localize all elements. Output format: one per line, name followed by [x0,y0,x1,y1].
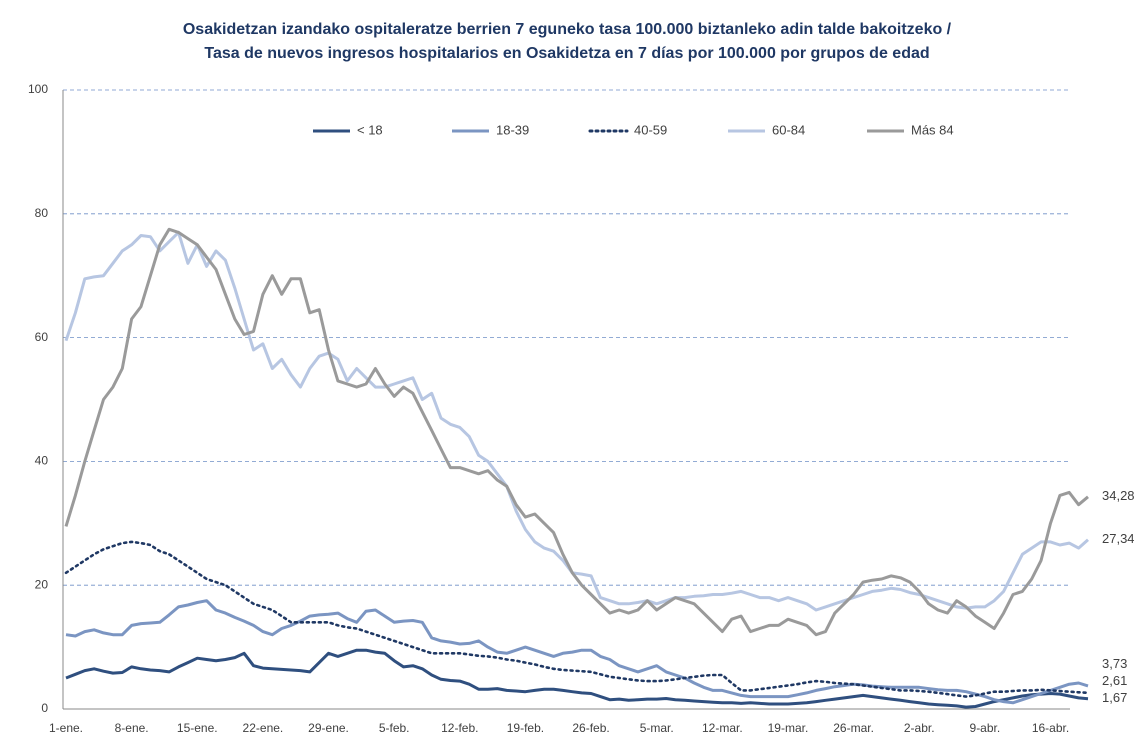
x-tick-label: 26-feb. [572,721,609,735]
end-label: 34,28 [1102,488,1134,503]
x-tick-label: 29-ene. [308,721,349,735]
legend-label: 60-84 [772,122,805,137]
y-tick-label: 0 [41,701,48,715]
end-label: 3,73 [1102,656,1127,671]
x-tick-label: 19-feb. [507,721,544,735]
y-tick-label: 40 [35,454,49,468]
end-label: 1,67 [1102,690,1127,705]
end-label: 2,61 [1102,673,1127,688]
x-tick-label: 9-abr. [970,721,1001,735]
series-line [64,540,1090,698]
x-tick-label: 2-abr. [904,721,935,735]
legend-label: < 18 [357,122,383,137]
series-line [64,227,1089,637]
y-tick-label: 20 [35,577,49,591]
y-tick-label: 100 [28,82,48,96]
x-tick-label: 1-ene. [49,721,83,735]
x-tick-label: 22-ene. [243,721,284,735]
x-tick-label: 16-abr. [1032,721,1069,735]
y-tick-label: 60 [35,330,49,344]
x-tick-label: 19-mar. [768,721,809,735]
legend-label: 18-39 [496,122,529,137]
chart-title: Tasa de nuevos ingresos hospitalarios en… [204,45,929,62]
series-line [65,599,1089,705]
legend-label: 40-59 [634,122,667,137]
x-tick-label: 5-mar. [640,721,674,735]
y-tick-label: 80 [35,206,49,220]
x-tick-label: 15-ene. [177,721,218,735]
end-label: 27,34 [1102,531,1134,546]
series-line [64,230,1089,612]
x-tick-label: 12-feb. [441,721,478,735]
x-tick-label: 12-mar. [702,721,743,735]
legend-label: Más 84 [911,122,954,137]
series-line [65,648,1089,709]
x-tick-label: 26-mar. [833,721,874,735]
x-tick-label: 8-ene. [115,721,149,735]
x-tick-label: 5-feb. [379,721,410,735]
chart-title: Osakidetzan izandako ospitaleratze berri… [183,21,952,38]
